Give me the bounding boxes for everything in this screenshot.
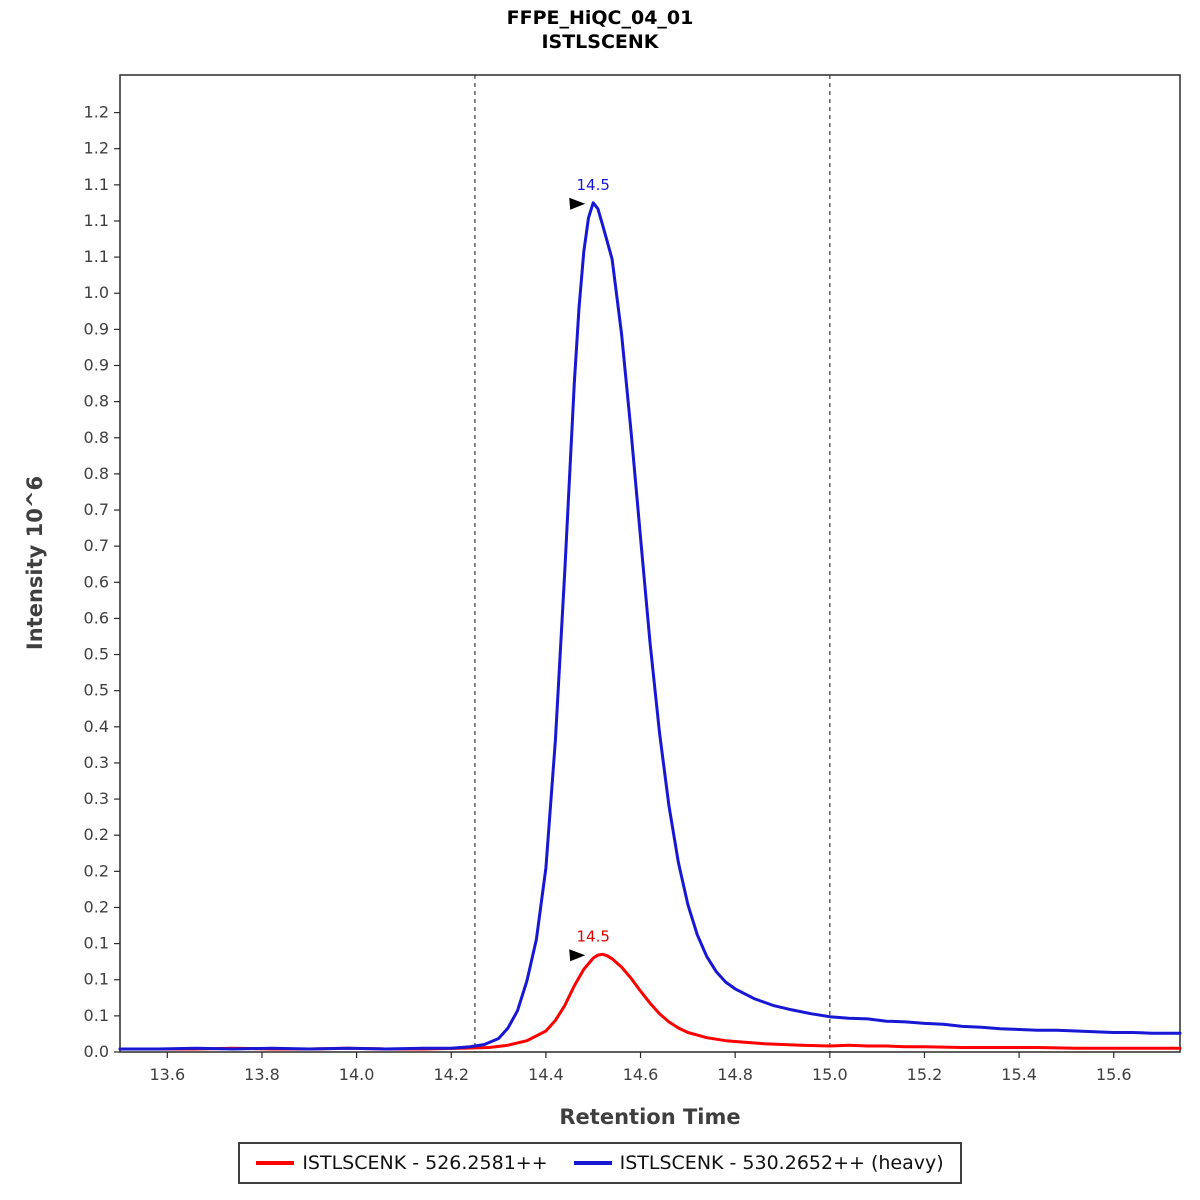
y-tick-label: 0.5 [84, 681, 109, 700]
chart-title: FFPE_HiQC_04_01 [507, 7, 694, 29]
peak-pointer-arrow-icon [569, 197, 586, 210]
chart-subtitle: ISTLSCENK [541, 31, 659, 53]
x-tick-label: 13.6 [150, 1065, 186, 1084]
y-tick-label: 0.6 [84, 572, 109, 591]
legend-item-label: ISTLSCENK - 530.2652++ (heavy) [619, 1152, 944, 1174]
y-tick-label: 1.1 [84, 175, 109, 194]
plot-area: 13.6 13.8 14.0 14.2 14.4 14.6 14.8 15.0 15.2 15.4… [84, 74, 1182, 1084]
legend: ISTLSCENK - 526.2581++ ISTLSCENK - 530.2… [0, 1142, 1200, 1184]
x-tick-label: 14.6 [623, 1065, 659, 1084]
x-tick-label: 15.6 [1096, 1065, 1132, 1084]
heavy-series-line [118, 201, 1182, 1051]
peak-pointer-arrow-icon [569, 949, 586, 962]
light-series-line-swatch [256, 1161, 295, 1165]
y-tick-label: 0.2 [84, 897, 109, 916]
x-tick-label: 13.8 [244, 1065, 280, 1084]
y-tick-label: 0.7 [84, 536, 109, 555]
y-tick-label: 0.8 [84, 392, 109, 411]
y-tick-label: 0.9 [84, 355, 109, 374]
y-axis-title: Intensity 10^6 [23, 476, 47, 650]
y-tick-label: 0.1 [84, 934, 109, 953]
y-tick-label: 0.1 [84, 970, 109, 989]
legend-box: ISTLSCENK - 526.2581++ ISTLSCENK - 530.2… [238, 1142, 962, 1184]
y-tick-label: 0.3 [84, 753, 109, 772]
x-tick-label: 15.4 [1001, 1065, 1037, 1084]
heavy-series-line-swatch [573, 1161, 612, 1165]
chromatogram-plot[interactable]: FFPE_HiQC_04_01 ISTLSCENK Retention Time… [0, 0, 1200, 1140]
x-tick-label: 15.2 [907, 1065, 943, 1084]
x-tick-label: 15.0 [812, 1065, 848, 1084]
peak-rt-annotation: 14.5 [577, 927, 610, 945]
y-tick-label: 0.9 [84, 319, 109, 338]
y-tick-label: 1.2 [84, 103, 109, 122]
x-tick-label: 14.8 [717, 1065, 753, 1084]
x-tick-label: 14.2 [433, 1065, 469, 1084]
y-tick-label: 0.3 [84, 789, 109, 808]
peak-rt-annotation: 14.5 [577, 176, 610, 194]
plot-border [119, 74, 1181, 1053]
legend-item-label: ISTLSCENK - 526.2581++ [302, 1152, 548, 1174]
y-tick-label: 0.5 [84, 645, 109, 664]
y-tick-label: 0.4 [84, 717, 109, 736]
y-tick-label: 0.8 [84, 428, 109, 447]
y-tick-label: 1.1 [84, 211, 109, 230]
legend-item-heavy[interactable]: ISTLSCENK - 530.2652++ (heavy) [573, 1152, 944, 1174]
y-tick-label: 1.0 [84, 283, 109, 302]
y-tick-label: 0.7 [84, 500, 109, 519]
y-tick-label: 0.0 [84, 1042, 109, 1061]
x-axis-title: Retention Time [559, 1105, 740, 1129]
y-tick-label: 1.2 [84, 139, 109, 158]
y-tick-label: 0.6 [84, 608, 109, 627]
x-tick-label: 14.4 [528, 1065, 564, 1084]
y-tick-label: 0.2 [84, 825, 109, 844]
y-tick-label: 0.8 [84, 464, 109, 483]
y-tick-label: 0.2 [84, 861, 109, 880]
y-tick-label: 1.1 [84, 247, 109, 266]
y-tick-label: 0.1 [84, 1006, 109, 1025]
light-series-line [118, 952, 1182, 1051]
legend-item-light[interactable]: ISTLSCENK - 526.2581++ [256, 1152, 548, 1174]
x-tick-label: 14.0 [339, 1065, 375, 1084]
